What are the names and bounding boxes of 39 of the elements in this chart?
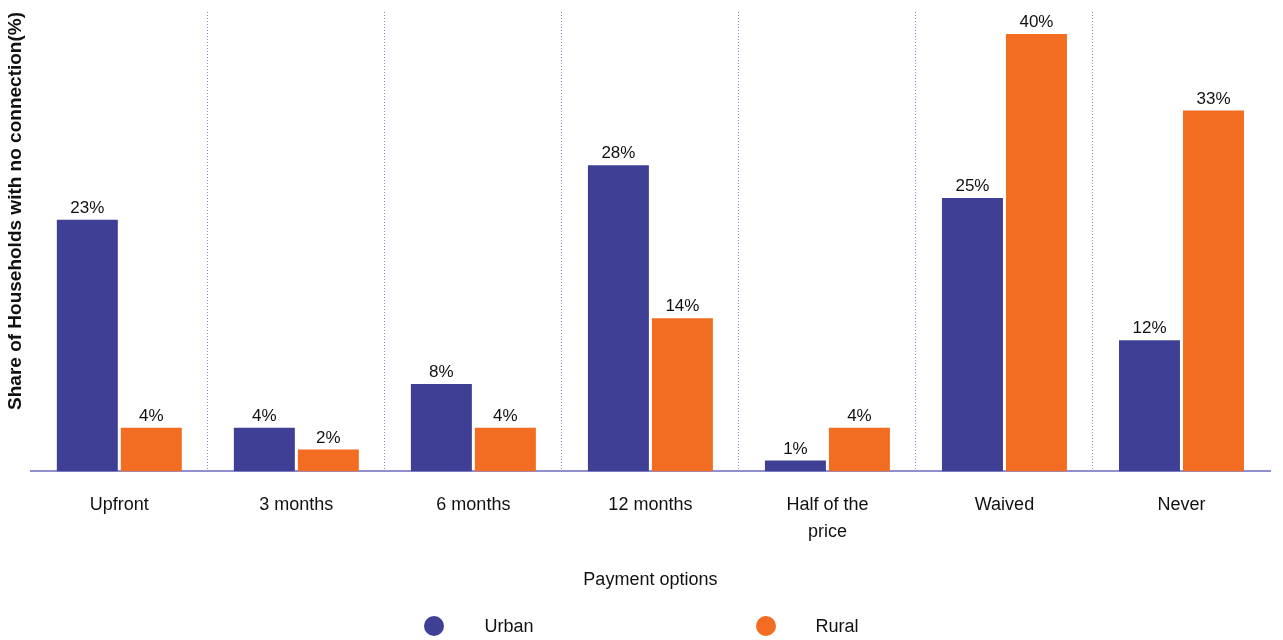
data-label: 25% <box>955 176 990 196</box>
x-tick-label: Upfront <box>89 493 149 514</box>
data-label: 33% <box>1196 88 1231 108</box>
bar <box>233 427 295 472</box>
x-tick-label: 12 months <box>608 493 693 514</box>
data-label: 28% <box>601 143 636 163</box>
bar <box>120 427 182 472</box>
data-label: 4% <box>847 405 872 425</box>
data-label: 23% <box>70 198 105 218</box>
legend-label: Urban <box>484 615 534 637</box>
bar <box>410 383 472 472</box>
data-label: 14% <box>665 296 700 316</box>
bar <box>587 165 649 472</box>
x-tick-label: 3 months <box>259 493 334 514</box>
data-label: 4% <box>252 405 277 425</box>
bar <box>297 449 359 472</box>
bar <box>828 427 890 472</box>
bar <box>474 427 536 472</box>
data-label: 1% <box>783 438 808 458</box>
bar <box>1182 110 1244 472</box>
bar <box>1118 340 1180 472</box>
bar <box>651 318 713 472</box>
bar <box>1005 33 1067 472</box>
x-tick-label: Waived <box>974 493 1035 514</box>
data-label: 12% <box>1132 318 1167 338</box>
x-axis-title: Payment options <box>583 569 718 590</box>
data-label: 4% <box>493 405 518 425</box>
x-tick-label: Half of the price <box>786 493 869 541</box>
x-tick-label: 6 months <box>436 493 511 514</box>
bar <box>56 219 118 472</box>
bar <box>764 460 826 472</box>
legend-label: Rural <box>815 615 859 637</box>
data-label: 4% <box>139 405 164 425</box>
data-label: 8% <box>429 362 454 382</box>
data-label: 2% <box>316 427 341 447</box>
bar <box>941 197 1003 472</box>
x-tick-label: Never <box>1157 493 1206 514</box>
data-label: 40% <box>1019 12 1054 32</box>
y-axis-title: Share of Households with no connection(%) <box>3 12 25 410</box>
